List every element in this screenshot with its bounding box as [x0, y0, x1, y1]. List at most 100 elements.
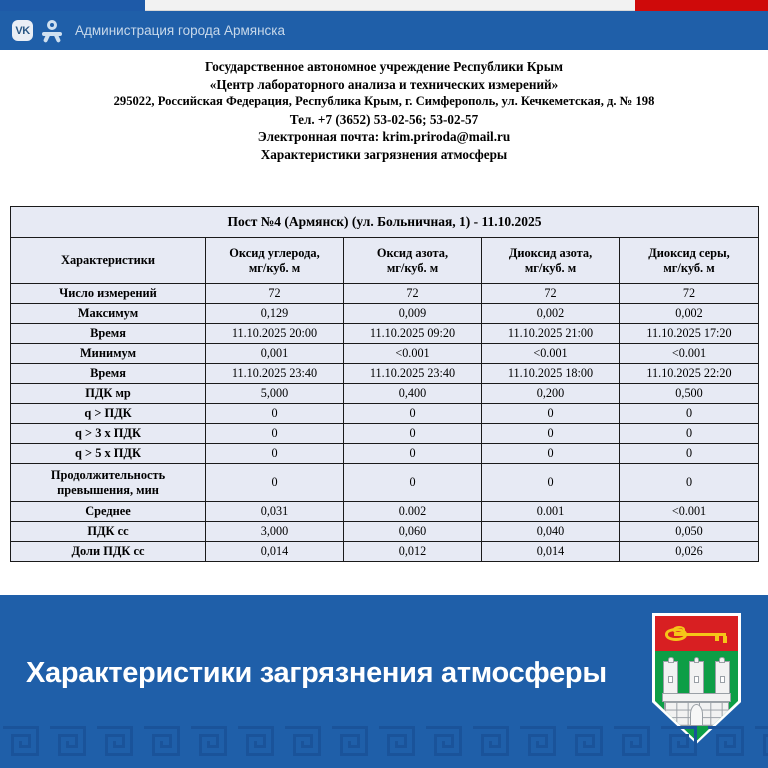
table-cell-r6-c3: 0 [618, 403, 760, 424]
table-row-label: Доли ПДК сс [10, 541, 206, 562]
table-row: ПДК сс 3,000 0,060 0,040 0,050 [10, 521, 760, 542]
greek-key-stroke [113, 745, 125, 748]
table-cell-r10-c2: 0.001 [481, 501, 620, 522]
table-row-label: Время [10, 363, 206, 384]
coa-fortress-icon [661, 656, 732, 726]
greek-key-stroke [130, 726, 133, 756]
greek-key-stroke [741, 726, 744, 756]
greek-key-stroke [387, 753, 415, 756]
coa-tower-left-window [668, 675, 674, 684]
greek-key-stroke [677, 745, 689, 748]
greek-key-unit [47, 722, 94, 766]
greek-key-stroke [58, 734, 78, 737]
greek-key-stroke [630, 745, 642, 748]
table-cell-r7-c1: 0 [343, 423, 482, 444]
greek-key-stroke [600, 726, 603, 756]
greek-key-stroke [271, 726, 274, 756]
greek-key-stroke [105, 734, 125, 737]
greek-key-stroke [332, 726, 368, 729]
greek-key-stroke [451, 734, 454, 748]
table-cell-r9-c0: 0 [205, 463, 344, 502]
table-row: Время 11.10.2025 23:40 11.10.2025 23:40 11.… [10, 363, 760, 384]
coa-key-icon [664, 626, 729, 643]
greek-key-stroke [387, 734, 407, 737]
table-row: Продолжительность превышения, мин 0 0 0 0 [10, 463, 760, 502]
greek-key-stroke [434, 734, 454, 737]
table-cell-r4-c2: 11.10.2025 18:00 [481, 363, 620, 384]
tricolor-blue-segment [0, 0, 145, 11]
greek-key-stroke [357, 734, 360, 748]
greek-key-stroke [583, 741, 586, 748]
greek-key-stroke [169, 734, 172, 748]
table-row: q > 5 х ПДК 0 0 0 0 [10, 443, 760, 464]
table-cell-r1-c3: 0,002 [618, 303, 760, 324]
table-cell-r1-c2: 0,002 [481, 303, 620, 324]
table-cell-r5-c0: 5,000 [205, 383, 344, 404]
table-cell-r11-c0: 3,000 [205, 521, 344, 542]
armyansk-coat-of-arms-icon [652, 613, 741, 744]
greek-key-stroke [177, 726, 180, 756]
greek-key-stroke [412, 726, 415, 756]
greek-key-stroke [708, 726, 744, 729]
vk-icon[interactable]: VK [12, 20, 33, 41]
table-cell-r9-c3: 0 [618, 463, 760, 502]
greek-key-stroke [763, 734, 768, 737]
table-column-header-2: Оксид азота, мг/куб. м [343, 237, 482, 284]
greek-key-stroke [661, 726, 697, 729]
greek-key-stroke [301, 745, 313, 748]
greek-key-stroke [575, 734, 595, 737]
greek-key-stroke [622, 753, 650, 756]
greek-key-stroke [395, 745, 407, 748]
coa-tower-center-window [694, 675, 699, 684]
footer-title: Характеристики загрязнения атмосферы [26, 657, 607, 689]
greek-key-stroke [365, 726, 368, 756]
table-cell-r8-c0: 0 [205, 443, 344, 464]
greek-key-stroke [293, 734, 296, 756]
table-row-label: ПДК сс [10, 521, 206, 542]
greek-key-stroke [669, 734, 672, 756]
table-cell-r12-c2: 0,014 [481, 541, 620, 562]
coa-key-tooth-2 [714, 635, 719, 642]
greek-key-stroke [36, 726, 39, 756]
table-cell-r7-c3: 0 [618, 423, 760, 444]
table-cell-r3-c0: 0,001 [205, 343, 344, 364]
greek-key-stroke [724, 741, 727, 748]
greek-key-stroke [105, 734, 108, 756]
greek-key-stroke [716, 734, 719, 756]
greek-key-stroke [755, 726, 768, 729]
greek-key-stroke [293, 734, 313, 737]
table-cell-r8-c1: 0 [343, 443, 482, 464]
greek-key-stroke [553, 726, 556, 756]
greek-key-stroke [122, 734, 125, 748]
table-column-header-3: Диоксид азота, мг/куб. м [481, 237, 620, 284]
table-row: Доли ПДК сс 0,014 0,012 0,014 0,026 [10, 541, 760, 562]
coa-tower-right-window [719, 675, 725, 684]
table-row-label: Время [10, 323, 206, 344]
table-caption: Пост №4 (Армянск) (ул. Больничная, 1) - … [9, 206, 760, 238]
odnoklassniki-icon[interactable] [42, 19, 62, 43]
greek-key-stroke [224, 726, 227, 756]
greek-key-stroke [387, 734, 390, 756]
greek-key-unit [705, 722, 752, 766]
table-row-label: q > ПДК [10, 403, 206, 424]
table-cell-r5-c1: 0,400 [343, 383, 482, 404]
greek-key-stroke [716, 734, 736, 737]
table-row-label: Максимум [10, 303, 206, 324]
coa-key-shaft [674, 632, 727, 637]
greek-key-stroke [160, 741, 163, 748]
greek-key-stroke [263, 734, 266, 748]
measurements-table-wrapper: Пост №4 (Армянск) (ул. Больничная, 1) - … [9, 206, 760, 562]
greek-key-stroke [11, 753, 39, 756]
greek-key-stroke [716, 753, 744, 756]
table-row: Число измерений 72 72 72 72 [10, 283, 760, 304]
table-column-header-1: Оксид углерода, мг/куб. м [205, 237, 344, 284]
greek-key-stroke [763, 734, 766, 756]
russian-tricolor-strip [0, 0, 768, 11]
table-column-header-0: Характеристики [10, 237, 206, 284]
greek-key-unit [0, 722, 47, 766]
greek-key-stroke [144, 726, 180, 729]
table-cell-r4-c1: 11.10.2025 23:40 [343, 363, 482, 384]
greek-key-stroke [489, 741, 492, 748]
table-row: Время 11.10.2025 20:00 11.10.2025 09:20 11.… [10, 323, 760, 344]
coa-tower-center [688, 656, 705, 698]
